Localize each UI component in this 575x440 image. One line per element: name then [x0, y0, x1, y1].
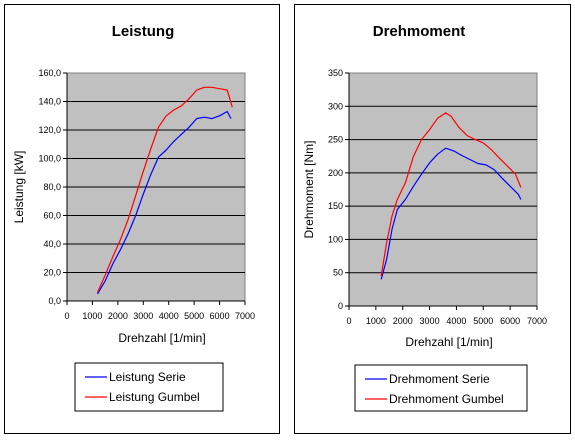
plot-area — [348, 72, 538, 307]
chart-panel-drehmoment: Drehmoment 0 50 100 150 200 250 300 350 0 1000 2000… — [294, 4, 571, 434]
x-tick-label: 6000 — [210, 311, 230, 321]
x-tick-label: 0 — [346, 316, 351, 326]
y-tick-label: 140,0 — [38, 97, 61, 107]
chart-title: Leistung — [112, 23, 175, 40]
y-tick-label: 150 — [328, 201, 343, 211]
x-tick-label: 4000 — [159, 311, 179, 321]
x-axis-label: Drehzahl [1/min] — [118, 331, 205, 345]
legend — [354, 364, 528, 412]
y-tick-label: 60,0 — [43, 211, 61, 221]
x-tick-label: 2000 — [108, 311, 128, 321]
x-tick-label: 5000 — [473, 316, 493, 326]
x-tick-label: 2000 — [393, 316, 413, 326]
legend-label: Leistung Gumbel — [109, 390, 200, 404]
y-tick-label: 0 — [338, 301, 343, 311]
x-tick-label: 3000 — [420, 316, 440, 326]
y-tick-label: 300 — [328, 101, 343, 111]
legend-label: Leistung Serie — [109, 370, 186, 384]
y-tick-label: 0,0 — [48, 296, 61, 306]
y-tick-label: 350 — [328, 68, 343, 78]
y-axis-label: Drehmoment [Nm] — [302, 140, 316, 238]
y-tick-label: 160,0 — [38, 68, 61, 78]
chart-panel-leistung: Leistung 0,0 20,0 40,0 60,0 80,0 100,0 120,0 140… — [4, 4, 280, 434]
x-tick-label: 5000 — [184, 311, 204, 321]
series-line-2 — [380, 112, 522, 277]
x-tick-label: 1000 — [82, 311, 102, 321]
x-axis-label: Drehzahl [1/min] — [405, 335, 492, 349]
series-line-1 — [96, 110, 232, 295]
legend-label: Drehmoment Serie — [389, 372, 490, 386]
leistung-chart: Leistung 0,0 20,0 40,0 60,0 80,0 100,0 120,0 140… — [12, 23, 255, 412]
x-tick-label: 3000 — [133, 311, 153, 321]
series-line-1 — [380, 147, 522, 280]
y-tick-label: 50 — [333, 268, 343, 278]
y-tick-label: 80,0 — [43, 182, 61, 192]
y-tick-label: 120,0 — [38, 125, 61, 135]
legend-label: Drehmoment Gumbel — [389, 392, 504, 406]
y-tick-label: 40,0 — [43, 239, 61, 249]
y-tick-label: 100,0 — [38, 154, 61, 164]
series-line-2 — [96, 86, 233, 293]
y-tick-label: 250 — [328, 135, 343, 145]
legend — [74, 362, 224, 412]
y-tick-label: 100 — [328, 234, 343, 244]
y-tick-label: 20,0 — [43, 268, 61, 278]
x-tick-label: 0 — [64, 311, 69, 321]
x-tick-label: 7000 — [527, 316, 547, 326]
x-tick-label: 7000 — [235, 311, 255, 321]
x-tick-label: 6000 — [500, 316, 520, 326]
y-tick-label: 200 — [328, 168, 343, 178]
drehmoment-chart: Drehmoment 0 50 100 150 200 250 300 350 0 1000 2000… — [302, 23, 547, 412]
y-axis-label: Leistung [kW] — [12, 151, 26, 224]
x-tick-label: 1000 — [366, 316, 386, 326]
chart-title: Drehmoment — [373, 23, 466, 40]
x-tick-label: 4000 — [446, 316, 466, 326]
